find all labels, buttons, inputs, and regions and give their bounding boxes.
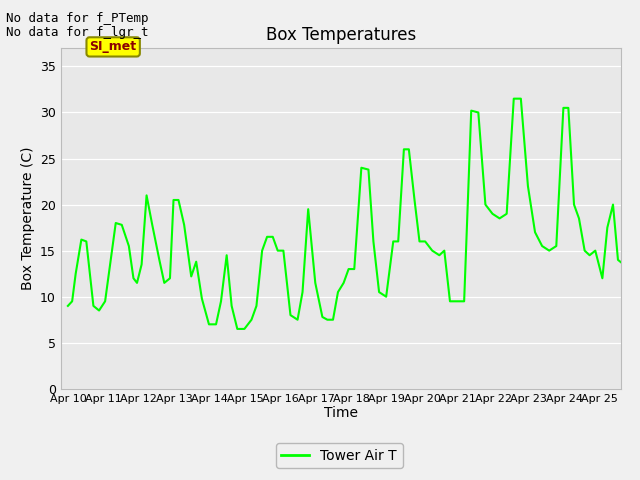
X-axis label: Time: Time	[324, 407, 358, 420]
Text: SI_met: SI_met	[90, 40, 137, 53]
Legend: Tower Air T: Tower Air T	[276, 443, 403, 468]
Text: No data for f_lgr_t: No data for f_lgr_t	[6, 26, 149, 39]
Text: No data for f_PTemp: No data for f_PTemp	[6, 12, 149, 24]
Title: Box Temperatures: Box Temperatures	[266, 25, 416, 44]
Y-axis label: Box Temperature (C): Box Temperature (C)	[20, 147, 35, 290]
